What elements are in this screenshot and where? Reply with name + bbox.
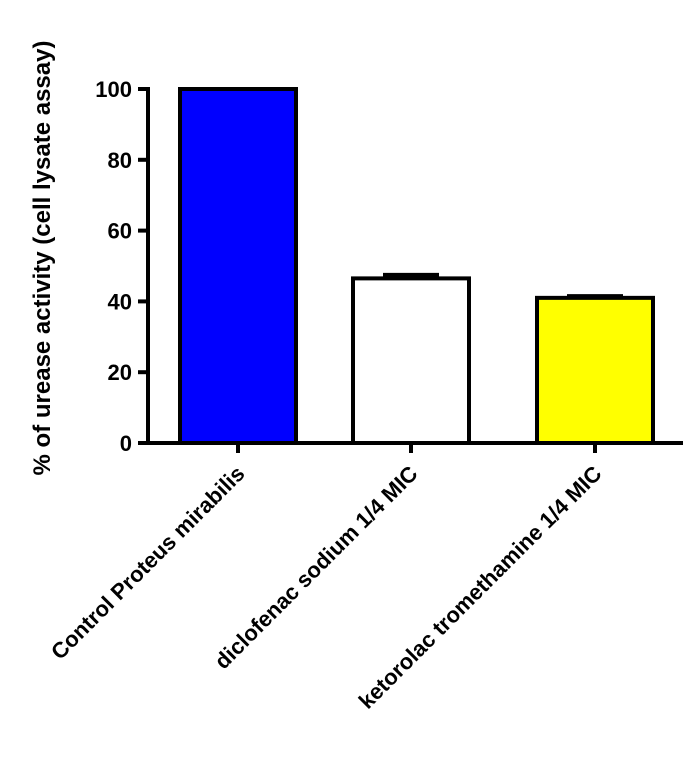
bar <box>535 295 655 445</box>
y-tick-label: 100 <box>95 77 132 102</box>
category-label: Control Proteus mirabilis <box>46 461 250 665</box>
y-tick-label: 40 <box>108 289 132 314</box>
y-tick-label: 80 <box>108 148 132 173</box>
y-axis: 0 20 40 60 80 100 <box>95 77 150 456</box>
category-label: diclofenac sodium 1/4 MIC <box>209 461 422 674</box>
y-tick-label: 0 <box>120 431 132 456</box>
y-axis-title: % of urease activity (cell lysate assay) <box>29 41 56 476</box>
bars <box>178 87 655 446</box>
y-tick-label: 20 <box>108 360 132 385</box>
bar <box>178 87 298 445</box>
y-tick-label: 60 <box>108 219 132 244</box>
bar <box>351 276 471 446</box>
